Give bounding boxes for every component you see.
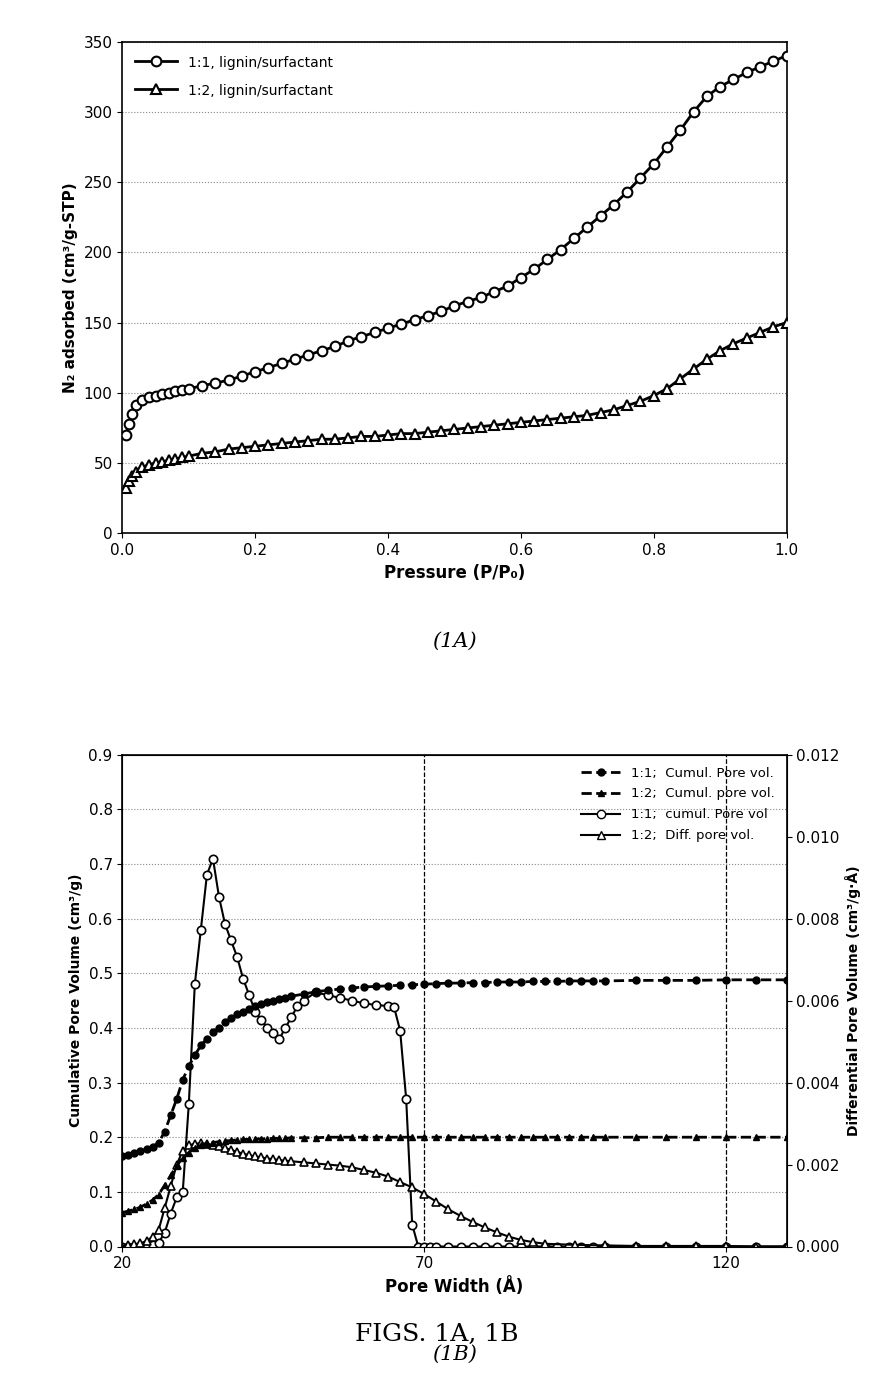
1:2, lignin/surfactant: [556, 410, 566, 427]
Line: 1:1, lignin/surfactant: 1:1, lignin/surfactant: [121, 51, 792, 440]
1:2, lignin/surfactant: [781, 314, 792, 331]
Line: 1:2, lignin/surfactant: 1:2, lignin/surfactant: [121, 317, 792, 493]
X-axis label: Pore Width (Å): Pore Width (Å): [385, 1277, 524, 1296]
1:1, lignin/surfactant: [781, 47, 792, 64]
Legend: 1:1, lignin/surfactant, 1:2, lignin/surfactant: 1:1, lignin/surfactant, 1:2, lignin/surf…: [129, 48, 338, 105]
Text: (1A): (1A): [432, 632, 477, 651]
1:1, lignin/surfactant: [237, 367, 247, 384]
1:1, lignin/surfactant: [127, 406, 137, 422]
Y-axis label: Cumulative Pore Volume (cm³/g): Cumulative Pore Volume (cm³/g): [69, 874, 83, 1127]
1:2, lignin/surfactant: [130, 463, 141, 479]
Y-axis label: N₂ adsorbed (cm³/g-STP): N₂ adsorbed (cm³/g-STP): [63, 183, 78, 393]
Legend: 1:1;  Cumul. Pore vol., 1:2;  Cumul. pore vol., 1:1;  cumul. Pore vol, 1:2;  Dif: 1:1; Cumul. Pore vol., 1:2; Cumul. pore …: [576, 762, 780, 848]
1:2, lignin/surfactant: [237, 439, 247, 456]
1:2, lignin/surfactant: [121, 481, 131, 497]
Text: FIGS. 1A, 1B: FIGS. 1A, 1B: [355, 1323, 519, 1346]
X-axis label: Pressure (P/P₀): Pressure (P/P₀): [384, 564, 525, 582]
1:1, lignin/surfactant: [556, 241, 566, 258]
1:1, lignin/surfactant: [121, 427, 131, 443]
1:1, lignin/surfactant: [357, 328, 367, 345]
1:2, lignin/surfactant: [357, 428, 367, 445]
Y-axis label: Differential Pore Volume (cm³/g·Å): Differential Pore Volume (cm³/g·Å): [845, 866, 862, 1136]
1:1, lignin/surfactant: [130, 397, 141, 414]
Text: (1B): (1B): [432, 1345, 477, 1364]
1:2, lignin/surfactant: [127, 468, 137, 485]
1:1, lignin/surfactant: [542, 251, 552, 267]
1:2, lignin/surfactant: [542, 411, 552, 428]
